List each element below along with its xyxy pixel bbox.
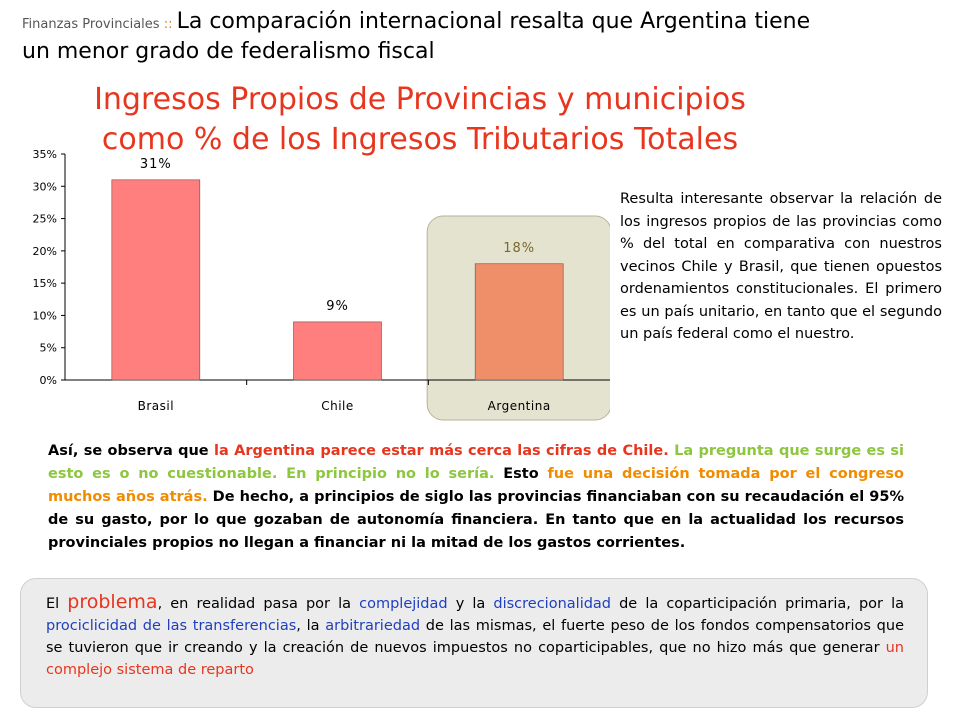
data-label-chile: 9% <box>326 299 349 314</box>
chart-title-line1: Ingresos Propios de Provincias y municip… <box>94 82 746 117</box>
y-tick-label: 0% <box>40 374 57 387</box>
bar-layer <box>111 179 564 381</box>
x-category-label: Chile <box>321 399 354 413</box>
main-para-part1: Así, se observa que <box>48 443 215 459</box>
y-tick-label: 30% <box>33 180 57 193</box>
bottom-keyword-problema: problema <box>67 591 158 613</box>
bottom-part5: y la <box>447 596 494 612</box>
slide-title-part1: La comparación internacional resalta que… <box>176 9 811 34</box>
main-para-highlight-red: la Argentina parece estar más cerca las … <box>214 443 669 459</box>
bottom-part11: de las mismas, el fuerte peso de los fon… <box>46 618 904 656</box>
y-tick-label: 25% <box>33 213 57 226</box>
y-tick-label: 15% <box>33 277 57 290</box>
main-para-highlight-green: La pregunta que surge es si esto es o no… <box>48 443 904 482</box>
data-label-brasil: 31% <box>140 157 172 172</box>
bar-chile <box>293 321 382 381</box>
main-para-highlight-orange: fue una decisión tomada por el congreso … <box>48 466 905 505</box>
chart-title: Ingresos Propios de Provincias y municip… <box>60 80 780 160</box>
y-tick-label: 35% <box>33 148 57 161</box>
y-tick-label: 5% <box>40 342 57 355</box>
section-label: Finanzas Provinciales <box>22 17 160 32</box>
label-layer: 31% Brasil 9% Chile 18% Argentina <box>138 157 551 413</box>
slide-title-line1: Finanzas Provinciales :: La comparación … <box>22 8 942 38</box>
bottom-keyword-complejidad: complejidad <box>359 596 448 612</box>
bar-brasil <box>111 179 201 381</box>
main-paragraph: Así, se observa que la Argentina parece … <box>48 440 904 555</box>
bar-argentina <box>474 263 564 381</box>
x-category-label: Brasil <box>138 399 174 413</box>
main-para-part5: Esto <box>494 466 548 482</box>
bottom-keyword-prociclicidad: prociclicidad de las transferencias <box>46 618 297 634</box>
y-tick-label: 10% <box>33 309 57 322</box>
chart-title-line2: como % de los Ingresos Tributarios Total… <box>101 122 739 157</box>
slide-header: Finanzas Provinciales :: La comparación … <box>22 8 942 65</box>
main-para-part7: De hecho, a principios de siglo las prov… <box>48 489 904 551</box>
section-separator: :: <box>159 17 177 32</box>
y-tick-label: 20% <box>33 245 57 258</box>
bottom-part9: , la <box>296 618 326 634</box>
side-description: Resulta interesante observar la relación… <box>620 191 942 342</box>
slide-title-line2: un menor grado de federalismo fiscal <box>22 39 435 64</box>
bottom-paragraph: El problema, en realidad pasa por la com… <box>46 591 904 681</box>
data-label-argentina: 18% <box>503 241 535 256</box>
bottom-keyword-reparto: un complejo sistema de reparto <box>46 640 904 678</box>
bottom-part1: El <box>46 596 68 612</box>
bottom-callout-box <box>20 578 928 708</box>
x-category-label: Argentina <box>488 399 551 413</box>
bottom-part3: , en realidad pasa por la <box>157 596 360 612</box>
bottom-keyword-discrecionalidad: discrecionalidad <box>493 596 612 612</box>
bar-chart: 0% 5% 10% 15% 20% 25% 30% 35% 31% Brasil 9% Chile 1… <box>33 148 610 421</box>
bottom-part7: de la coparticipación primaria, por la <box>611 596 905 612</box>
bottom-keyword-arbitrariedad: arbitrariedad <box>325 618 421 634</box>
